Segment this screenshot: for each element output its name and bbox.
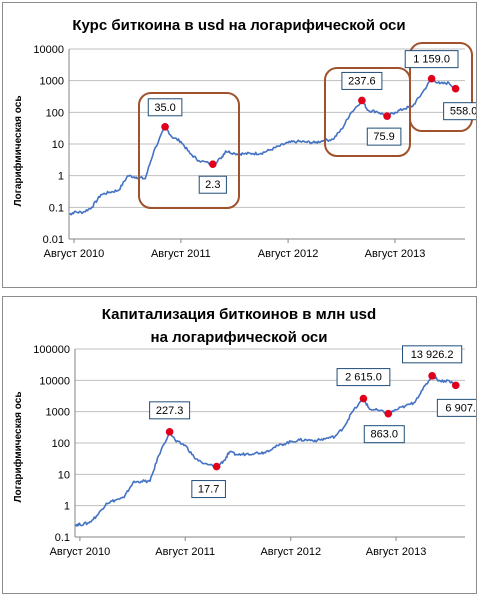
data-point <box>427 74 436 83</box>
data-label-text: 1 159.0 <box>413 54 450 66</box>
data-label: 35.0 <box>147 98 183 117</box>
data-label-box <box>147 98 183 117</box>
series-line <box>69 77 457 216</box>
y-tick-label: 1 <box>58 171 64 183</box>
data-label-box <box>336 368 391 387</box>
data-label-text: 558.0 <box>450 106 476 118</box>
data-label: 863.0 <box>363 425 405 444</box>
x-tick-label: Август 2013 <box>365 248 426 260</box>
data-label-text: 2.3 <box>205 179 220 191</box>
data-label: 2 615.0 <box>336 368 391 387</box>
chart-title: Курс биткоина в usd на логарифической ос… <box>72 17 405 34</box>
data-label: 75.9 <box>366 127 402 146</box>
data-label-text: 227.3 <box>156 405 184 417</box>
btc-market-cap-chart: Капитализация биткоинов в млн usd на лог… <box>12 306 476 558</box>
data-point <box>383 112 391 120</box>
x-tick-label: Август 2012 <box>258 248 319 260</box>
btc-price-chart-panel: Курс биткоина в usd на логарифической ос… <box>2 2 477 288</box>
data-label-text: 863.0 <box>371 429 399 441</box>
data-label-text: 13 926.2 <box>411 349 454 361</box>
data-label: 6 907.7 <box>436 398 476 417</box>
data-label-box <box>402 345 463 364</box>
data-label-box <box>404 50 459 69</box>
data-label-box <box>198 175 227 194</box>
x-tick-label: Август 2010 <box>50 546 111 558</box>
data-label-text: 75.9 <box>373 131 394 143</box>
chart-title-line-1: Капитализация биткоинов в млн usd <box>102 306 376 323</box>
data-label-box <box>436 398 476 417</box>
y-tick-label: 10000 <box>33 44 64 56</box>
data-label-box <box>363 425 405 444</box>
data-label-text: 6 907.7 <box>445 402 476 414</box>
btc-price-chart: Курс биткоина в usd на логарифической ос… <box>12 17 476 260</box>
data-label-text: 237.6 <box>348 75 376 87</box>
data-label-box <box>149 401 191 420</box>
x-tick-label: Август 2010 <box>44 248 105 260</box>
data-label-text: 2 615.0 <box>345 372 382 384</box>
y-tick-label: 100 <box>52 438 70 450</box>
x-tick-label: Август 2011 <box>155 546 215 558</box>
y-tick-label: 0.01 <box>43 234 64 246</box>
y-tick-label: 1000 <box>40 76 64 88</box>
data-point <box>428 372 436 380</box>
data-label: 2.3 <box>198 175 227 194</box>
data-label: 227.3 <box>149 401 191 420</box>
y-tick-label: 1000 <box>46 407 70 419</box>
data-point <box>165 428 174 436</box>
data-point <box>359 394 368 403</box>
series-line <box>74 375 457 527</box>
y-tick-label: 0.1 <box>55 532 70 544</box>
y-tick-label: 10000 <box>39 375 70 387</box>
data-point <box>209 160 217 169</box>
y-tick-label: 0.1 <box>49 202 64 214</box>
chart-title-line-2: на логарифической оси <box>151 329 328 346</box>
data-label-box <box>443 102 476 121</box>
x-tick-label: Август 2011 <box>151 248 211 260</box>
data-label-text: 17.7 <box>198 484 219 496</box>
y-axis-label: Логарифмическая ось <box>12 96 24 207</box>
highlight-box <box>409 42 473 132</box>
y-tick-label: 10 <box>52 139 64 151</box>
y-tick-label: 100000 <box>33 344 70 356</box>
data-label-text: 35.0 <box>154 102 175 114</box>
y-tick-label: 100 <box>46 107 64 119</box>
data-label: 237.6 <box>341 71 383 90</box>
data-label-box <box>366 127 402 146</box>
data-label: 1 159.0 <box>404 50 459 69</box>
x-tick-label: Август 2013 <box>366 546 427 558</box>
x-tick-label: Август 2012 <box>260 546 321 558</box>
highlight-box <box>138 92 240 209</box>
data-label: 558.0 <box>443 102 476 121</box>
data-label-box <box>191 480 226 499</box>
btc-market-cap-chart-panel: Капитализация биткоинов в млн usd на лог… <box>2 296 477 594</box>
y-tick-label: 1 <box>64 501 70 513</box>
data-point <box>451 84 460 93</box>
data-point <box>212 462 221 471</box>
data-label-box <box>341 71 383 90</box>
data-point <box>384 409 393 418</box>
data-point <box>451 381 460 390</box>
data-point <box>358 96 366 105</box>
data-label: 13 926.2 <box>402 345 463 364</box>
y-tick-label: 10 <box>58 469 70 481</box>
y-axis-label: Логарифмическая ось <box>12 392 24 503</box>
data-label: 17.7 <box>191 480 226 499</box>
data-point <box>161 122 169 131</box>
